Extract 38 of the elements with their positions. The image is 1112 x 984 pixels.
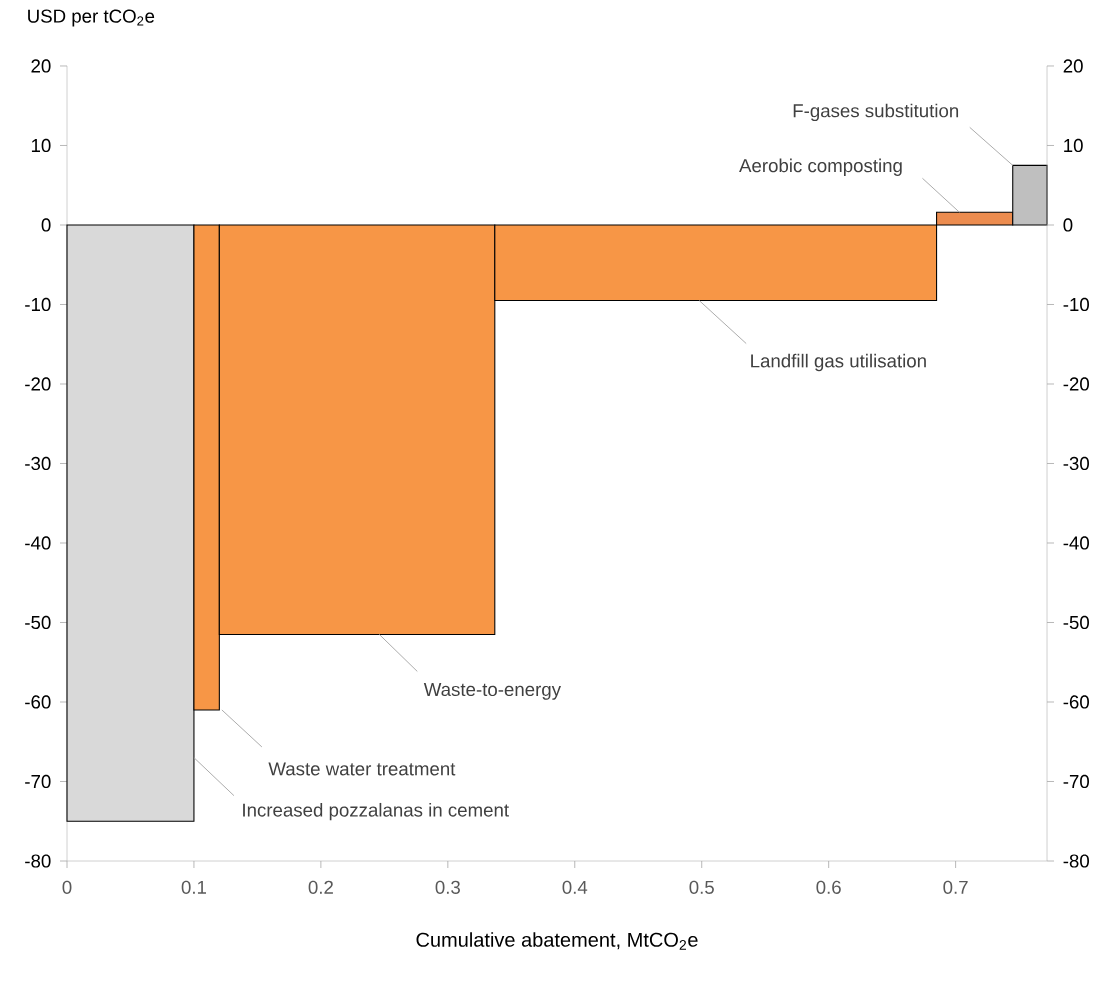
annotation: Increased pozzalanas in cement: [243, 802, 509, 821]
y-tick-label: -10: [25, 297, 51, 312]
y-tick-label: -40: [25, 536, 51, 550]
x-axis-title: Cumulative abatement, MtCO$_{2}$e: [416, 932, 698, 950]
x-tick-label: 0.7: [943, 880, 968, 894]
x-tick-label: 0.5: [689, 880, 714, 894]
y-tick-label: -50: [25, 615, 51, 630]
x-tick-label: 0.3: [435, 880, 460, 894]
annotation: Aerobic composting: [739, 158, 902, 176]
y-tick-label: -80: [25, 854, 51, 868]
annotation: Waste water treatment: [268, 762, 456, 776]
y2-tick-label: -50: [1063, 615, 1089, 630]
y2-tick-label: -80: [1063, 854, 1089, 868]
y2-tick-label: -20: [1063, 377, 1089, 391]
y2-tick-label: -30: [1063, 456, 1089, 471]
y2-tick-label: 0: [1063, 218, 1073, 232]
annotation: F-gases substitution: [793, 103, 959, 122]
y-tick-label: -70: [25, 774, 51, 789]
y2-tick-label: 20: [1063, 59, 1083, 73]
x-tick-label: 0.4: [562, 880, 588, 894]
y2-tick-label: -40: [1063, 536, 1089, 550]
y-tick-label: -30: [25, 456, 51, 471]
x-tick-label: 0.6: [816, 880, 841, 894]
x-tick-label: 0: [62, 880, 72, 894]
y2-tick-label: -60: [1063, 695, 1089, 709]
x-tick-label: 0.2: [308, 880, 333, 894]
annotation: Landfill gas utilisation: [751, 353, 926, 372]
y-axis-title: USD per tCO$_{2}$e: [28, 9, 155, 27]
y2-tick-label: 10: [1064, 138, 1083, 153]
y-tick-label: 0: [41, 218, 51, 232]
y-tick-label: -60: [25, 695, 51, 709]
y-tick-label: 10: [31, 138, 51, 153]
y-tick-label: -20: [25, 377, 51, 391]
x-tick-label: 0.1: [181, 880, 207, 894]
y-tick-label: 20: [31, 59, 51, 73]
annotation: Waste-to-energy: [423, 683, 561, 700]
y2-tick-label: -70: [1063, 774, 1089, 789]
y2-tick-label: -10: [1063, 297, 1089, 312]
